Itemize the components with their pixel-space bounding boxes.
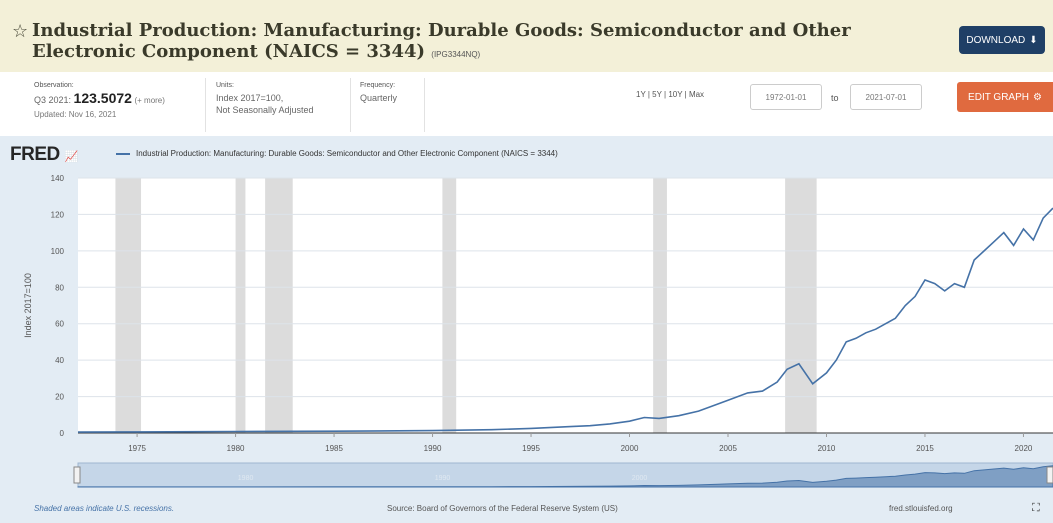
navigator-label: 1980 bbox=[238, 475, 254, 482]
frequency-value: Quarterly bbox=[360, 93, 398, 103]
x-tick-label: 2000 bbox=[621, 444, 639, 453]
units-value: Index 2017=100, Not Seasonally Adjusted bbox=[216, 92, 314, 116]
observation-value: 123.5072 bbox=[73, 90, 132, 106]
edit-graph-button[interactable]: EDIT GRAPH ⚙ bbox=[957, 82, 1053, 112]
series-meta: Observation: Q3 2021: 123.5072 (+ more) … bbox=[0, 72, 1053, 136]
gear-icon: ⚙ bbox=[1032, 91, 1042, 103]
recession-band bbox=[442, 178, 457, 433]
navigator-label: 2000 bbox=[632, 475, 648, 482]
y-tick-label: 80 bbox=[55, 283, 64, 292]
frequency-block: Frequency: Quarterly bbox=[360, 82, 397, 104]
units-block: Units: Index 2017=100, Not Seasonally Ad… bbox=[216, 82, 314, 116]
units-line2: Not Seasonally Adjusted bbox=[216, 105, 314, 115]
y-axis-label: Index 2017=100 bbox=[23, 273, 33, 338]
navigator-handle-right bbox=[1046, 466, 1053, 484]
recession-band bbox=[653, 178, 667, 433]
source-note[interactable]: Source: Board of Governors of the Federa… bbox=[387, 504, 618, 513]
star-icon[interactable]: ☆ bbox=[12, 21, 29, 41]
x-tick-label: 2020 bbox=[1015, 444, 1033, 453]
chart-svg[interactable]: 0 20 40 60 80 100 120 140 1975 1980 1985 1990 1995 20… bbox=[0, 136, 1053, 496]
units-label: Units: bbox=[216, 82, 234, 89]
series-line bbox=[77, 207, 1053, 433]
y-tick-label: 40 bbox=[55, 356, 64, 365]
navigator-series bbox=[77, 465, 1053, 488]
recession-band bbox=[265, 178, 293, 433]
end-date-input[interactable]: 2021-07-01 bbox=[850, 84, 922, 110]
observation-more-link[interactable]: (+ more) bbox=[134, 96, 165, 105]
chart-logo-icon: 📈 bbox=[64, 151, 79, 163]
x-tick-label: 1975 bbox=[128, 444, 146, 453]
y-tick-label: 140 bbox=[51, 174, 65, 183]
recession-band bbox=[235, 178, 246, 433]
chart-area: FRED 📈 Industrial Production: Manufactur… bbox=[0, 136, 1053, 523]
y-tick-label: 120 bbox=[51, 210, 65, 219]
recession-band bbox=[785, 178, 817, 433]
legend-label: Industrial Production: Manufacturing: Du… bbox=[136, 149, 558, 158]
fred-logo: FRED 📈 bbox=[10, 144, 79, 165]
x-tick-label: 1990 bbox=[424, 444, 442, 453]
series-id: (IPG3344NQ) bbox=[431, 50, 481, 59]
divider bbox=[350, 78, 351, 132]
legend-line-swatch bbox=[116, 152, 130, 155]
download-button[interactable]: DOWNLOAD ⬇ bbox=[959, 26, 1045, 54]
x-tick-label: 1985 bbox=[325, 444, 343, 453]
navigator-handle-left bbox=[73, 466, 81, 484]
observation-block: Observation: Q3 2021: 123.5072 (+ more) … bbox=[34, 82, 165, 119]
updated-date: Updated: Nov 16, 2021 bbox=[34, 110, 117, 119]
download-button-label: DOWNLOAD bbox=[966, 34, 1026, 46]
navigator-label: 1990 bbox=[435, 475, 451, 482]
y-tick-label: 0 bbox=[60, 429, 65, 438]
x-tick-label: 2010 bbox=[818, 444, 836, 453]
y-tick-label: 60 bbox=[55, 320, 64, 329]
chart-legend[interactable]: Industrial Production: Manufacturing: Du… bbox=[116, 149, 558, 158]
observation-line: Q3 2021: 123.5072 (+ more) bbox=[34, 90, 165, 107]
range-selector[interactable]: 1Y | 5Y | 10Y | Max bbox=[636, 90, 705, 99]
download-icon: ⬇ bbox=[1029, 34, 1038, 46]
start-date-input[interactable]: 1972-01-01 bbox=[750, 84, 822, 110]
divider bbox=[424, 78, 425, 132]
y-tick-label: 20 bbox=[55, 393, 64, 402]
divider bbox=[205, 78, 206, 132]
to-label: to bbox=[831, 93, 839, 103]
frequency-label: Frequency: bbox=[360, 82, 396, 89]
edit-graph-label: EDIT GRAPH bbox=[968, 91, 1029, 103]
fullscreen-icon[interactable]: ⛶ bbox=[1032, 502, 1040, 514]
observation-period: Q3 2021: bbox=[34, 95, 72, 105]
y-tick-label: 100 bbox=[51, 247, 65, 256]
x-tick-label: 1980 bbox=[227, 444, 245, 453]
recession-band bbox=[115, 178, 142, 433]
fred-link[interactable]: fred.stlouisfed.org bbox=[889, 504, 953, 513]
recession-note[interactable]: Shaded areas indicate U.S. recessions. bbox=[34, 504, 175, 513]
observation-label: Observation: bbox=[34, 82, 74, 89]
units-line1: Index 2017=100, bbox=[216, 93, 284, 103]
series-header: ☆ Industrial Production: Manufacturing: … bbox=[0, 0, 1053, 72]
x-tick-label: 1995 bbox=[522, 444, 540, 453]
plot-area bbox=[78, 178, 1053, 433]
x-tick-label: 2015 bbox=[916, 444, 934, 453]
x-tick-label: 2005 bbox=[719, 444, 737, 453]
series-title: Industrial Production: Manufacturing: Du… bbox=[32, 20, 912, 65]
series-title-text: Industrial Production: Manufacturing: Du… bbox=[32, 20, 851, 62]
